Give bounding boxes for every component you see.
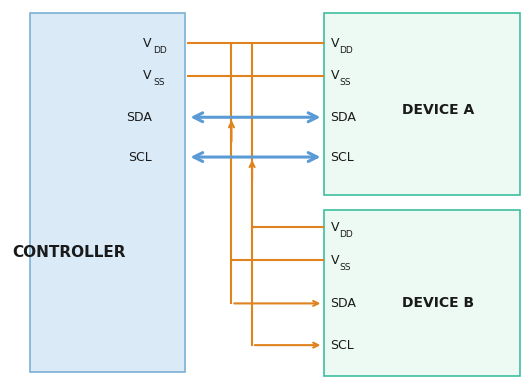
Text: SDA: SDA	[126, 111, 152, 124]
Text: DEVICE A: DEVICE A	[402, 103, 474, 117]
Text: V: V	[330, 221, 339, 234]
Text: SDA: SDA	[330, 297, 356, 310]
Text: DD: DD	[153, 46, 167, 54]
Bar	[30, 13, 185, 372]
Bar	[325, 210, 520, 376]
Text: V: V	[330, 69, 339, 82]
Text: SS: SS	[153, 78, 164, 87]
Text: DD: DD	[339, 46, 353, 54]
Text: SDA: SDA	[330, 111, 356, 124]
Text: V: V	[143, 69, 152, 82]
Text: SCL: SCL	[128, 151, 152, 163]
Text: V: V	[330, 37, 339, 50]
Text: SS: SS	[339, 78, 351, 87]
Text: SCL: SCL	[330, 339, 354, 352]
Text: V: V	[143, 37, 152, 50]
Text: CONTROLLER: CONTROLLER	[12, 245, 126, 260]
Text: V: V	[330, 254, 339, 266]
Text: DEVICE B: DEVICE B	[402, 296, 474, 310]
Bar	[325, 13, 520, 194]
Text: SCL: SCL	[330, 151, 354, 163]
Text: SS: SS	[339, 263, 351, 272]
Text: DD: DD	[339, 230, 353, 239]
